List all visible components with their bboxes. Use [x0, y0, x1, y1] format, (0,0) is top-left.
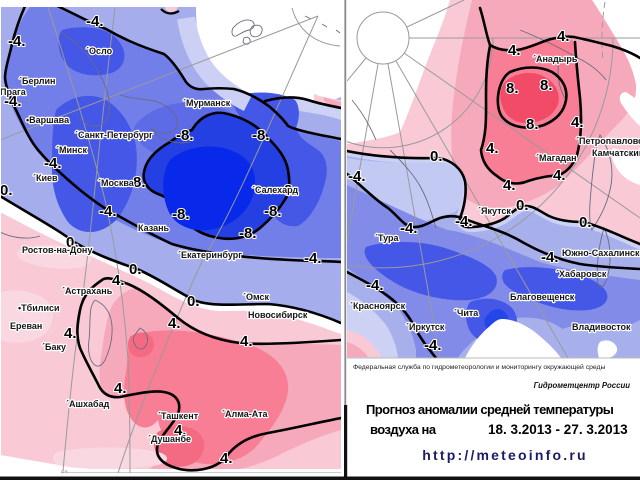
svg-text:-8.: -8.: [264, 203, 282, 220]
svg-text:4.: 4.: [508, 42, 521, 59]
svg-text:-4.: -4.: [44, 155, 62, 172]
svg-text:-8.: -8.: [239, 225, 257, 242]
svg-text:-4.: -4.: [348, 168, 366, 185]
svg-text:-4.: -4.: [8, 33, 26, 50]
svg-text:Федеральная служба по гидромет: Федеральная служба по гидрометеорологии …: [353, 363, 605, 371]
svg-text:4.: 4.: [64, 325, 77, 342]
svg-text:´Екатеринбург: ´Екатеринбург: [178, 250, 242, 260]
svg-text:Ростов-на-Дону: Ростов-на-Дону: [22, 245, 92, 255]
svg-text:´Тура: ´Тура: [375, 233, 400, 243]
svg-text:-8.: -8.: [279, 182, 297, 199]
svg-text:-4.: -4.: [99, 203, 117, 220]
svg-text:4.: 4.: [174, 422, 187, 439]
svg-text:Новосибирск: Новосибирск: [248, 310, 308, 320]
svg-text:60: 60: [61, 471, 68, 477]
svg-text:4.: 4.: [112, 272, 125, 289]
svg-text:´Санкт-Петербург: ´Санкт-Петербург: [75, 130, 153, 140]
svg-text:-4.: -4.: [4, 93, 22, 110]
svg-text:4.: 4.: [220, 450, 233, 467]
svg-text:•Варшава: •Варшава: [26, 115, 70, 125]
svg-text:´Осло: ´Осло: [86, 46, 113, 56]
svg-text:воздуха на: воздуха на: [370, 422, 437, 437]
svg-text:Прогноз аномалии средней темпе: Прогноз аномалии средней температуры: [366, 402, 614, 417]
svg-text:4.: 4.: [240, 333, 253, 350]
svg-text:´Анадырь: ´Анадырь: [533, 54, 578, 64]
svg-text:•Тбилиси: •Тбилиси: [18, 303, 60, 313]
svg-text:´Мурманск: ´Мурманск: [183, 98, 231, 108]
svg-text:´Минск: ´Минск: [56, 145, 87, 155]
svg-text:18. 3.2013 - 27. 3.2013: 18. 3.2013 - 27. 3.2013: [488, 422, 628, 437]
svg-text:-4.: -4.: [455, 213, 473, 230]
svg-text:Владивосток: Владивосток: [572, 322, 631, 332]
svg-text:0.: 0.: [430, 148, 443, 165]
svg-text:´Ташкент: ´Ташкент: [158, 411, 199, 421]
svg-text:0.: 0.: [66, 234, 79, 251]
svg-text:4.: 4.: [553, 167, 566, 184]
svg-text:´Алма-Ата: ´Алма-Ата: [222, 409, 269, 419]
svg-text:4.: 4.: [114, 380, 127, 397]
svg-text:´Якутск: ´Якутск: [478, 206, 511, 216]
svg-text:-4.: -4.: [366, 277, 384, 294]
svg-text:´Петропавловск-: ´Петропавловск-: [576, 136, 640, 146]
svg-text:Благовещенск: Благовещенск: [510, 292, 575, 302]
svg-text:4.: 4.: [168, 315, 181, 332]
svg-text:´Киев: ´Киев: [33, 173, 58, 183]
svg-text:´Душанбе: ´Душанбе: [148, 434, 191, 444]
svg-text:0.: 0.: [579, 214, 592, 231]
svg-text:-4.: -4.: [304, 250, 322, 267]
svg-text:0.: 0.: [129, 261, 142, 278]
svg-text:´Москва: ´Москва: [98, 178, 135, 188]
svg-text:-8.: -8.: [172, 206, 190, 223]
svg-text:-8.: -8.: [176, 127, 194, 144]
svg-text:´Хабаровск: ´Хабаровск: [556, 269, 607, 279]
svg-text:http://meteoinfo.ru: http://meteoinfo.ru: [422, 447, 587, 463]
svg-text:´Салехард: ´Салехард: [252, 185, 298, 195]
svg-text:8.: 8.: [506, 80, 519, 97]
svg-text:0.: 0.: [516, 197, 529, 214]
svg-text:-4.: -4.: [86, 13, 104, 30]
svg-text:-4.: -4.: [541, 249, 559, 266]
svg-text:Казань: Казань: [138, 223, 170, 233]
svg-text:0.: 0.: [0, 182, 13, 199]
svg-text:Южно-Сахалинск: Южно-Сахалинск: [562, 248, 640, 258]
svg-text:4.: 4.: [557, 28, 570, 45]
svg-text:´Магадан: ´Магадан: [536, 153, 577, 163]
svg-text:4.: 4.: [486, 140, 499, 157]
svg-text:´Иркутск: ´Иркутск: [406, 322, 445, 332]
svg-text:-8.: -8.: [128, 174, 146, 191]
svg-text:8.: 8.: [540, 77, 553, 94]
svg-text:´Берлин: ´Берлин: [19, 76, 55, 86]
svg-text:Прага: Прага: [0, 87, 27, 97]
svg-text:Камчатский: Камчатский: [592, 148, 640, 158]
svg-text:´Красноярск: ´Красноярск: [350, 301, 406, 311]
svg-text:8.: 8.: [526, 116, 539, 133]
svg-text:´Омск: ´Омск: [243, 292, 270, 302]
svg-text:Гидрометцентр России: Гидрометцентр России: [534, 381, 631, 390]
svg-text:0.: 0.: [187, 293, 200, 310]
svg-text:-4.: -4.: [400, 220, 418, 237]
svg-text:-4.: -4.: [424, 337, 442, 354]
svg-text:´Астрахань: ´Астрахань: [62, 286, 113, 296]
svg-text:4.: 4.: [571, 114, 584, 131]
svg-text:´Ашхабад: ´Ашхабад: [66, 399, 110, 409]
svg-text:´Баку: ´Баку: [42, 342, 66, 352]
svg-text:Ереван: Ереван: [10, 321, 42, 331]
svg-text:-8.: -8.: [252, 127, 270, 144]
svg-text:´Чита: ´Чита: [454, 308, 479, 318]
svg-text:4.: 4.: [503, 177, 516, 194]
